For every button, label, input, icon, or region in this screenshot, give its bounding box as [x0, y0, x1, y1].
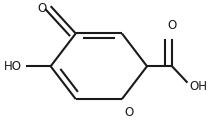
- Text: HO: HO: [4, 60, 22, 73]
- Text: O: O: [124, 106, 133, 119]
- Text: O: O: [167, 19, 177, 32]
- Text: OH: OH: [189, 80, 207, 93]
- Text: O: O: [38, 2, 47, 15]
